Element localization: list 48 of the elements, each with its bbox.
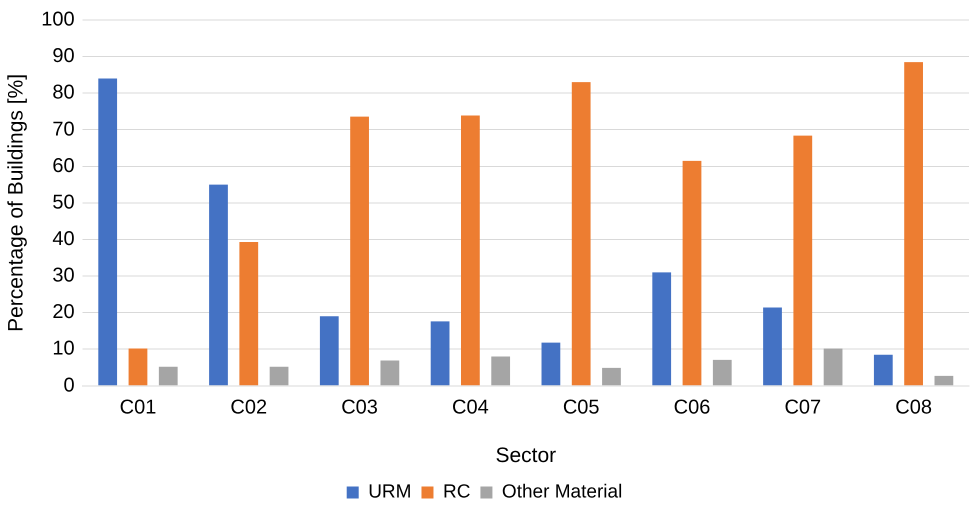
- y-tick-label: 60: [52, 154, 75, 177]
- y-tick-label: 40: [52, 228, 75, 250]
- bar: [652, 272, 672, 386]
- bar: [239, 242, 258, 386]
- x-axis-title: Sector: [495, 444, 556, 468]
- x-tick-label: C03: [341, 396, 378, 418]
- legend-label: Other Material: [502, 482, 622, 503]
- y-tick-label: 80: [52, 82, 75, 104]
- bar: [572, 82, 591, 386]
- bar: [460, 115, 480, 386]
- bar: [793, 136, 812, 386]
- x-tick-label: C06: [674, 396, 710, 418]
- bar: [270, 366, 288, 386]
- y-tick-label: 30: [52, 264, 75, 287]
- bar: [491, 356, 510, 386]
- bar: [542, 342, 560, 386]
- legend-label: URM: [368, 482, 412, 503]
- bar: [934, 376, 954, 386]
- y-tick-label: 50: [52, 191, 75, 214]
- x-tick-label: C05: [562, 396, 600, 418]
- y-tick-label: 100: [41, 8, 75, 31]
- y-tick-label: 10: [52, 338, 75, 360]
- bar: [824, 348, 842, 386]
- x-tick-label: C01: [120, 396, 156, 418]
- y-axis-title: Percentage of Buildings [%]: [4, 74, 28, 332]
- bar: [158, 366, 178, 386]
- bar: [430, 321, 450, 386]
- bar: [904, 62, 923, 386]
- x-tick-label: C02: [230, 396, 268, 418]
- bar: [682, 160, 702, 386]
- y-tick-label: 0: [63, 374, 75, 396]
- bar: [380, 360, 400, 386]
- bar: [874, 354, 893, 386]
- bar: [763, 308, 782, 386]
- bar: [128, 348, 148, 386]
- legend-label: RC: [442, 482, 470, 503]
- bar: [320, 316, 339, 386]
- bar: [98, 78, 118, 386]
- bar: [712, 360, 732, 386]
- x-tick-label: C07: [784, 396, 822, 418]
- y-tick-label: 90: [52, 45, 75, 68]
- bar: [602, 368, 621, 386]
- x-tick-label: C04: [452, 396, 489, 418]
- bar: [350, 116, 369, 386]
- bar: [209, 184, 228, 386]
- y-tick-label: 20: [52, 301, 75, 324]
- y-tick-label: 70: [52, 118, 75, 140]
- x-tick-label: C08: [895, 396, 932, 418]
